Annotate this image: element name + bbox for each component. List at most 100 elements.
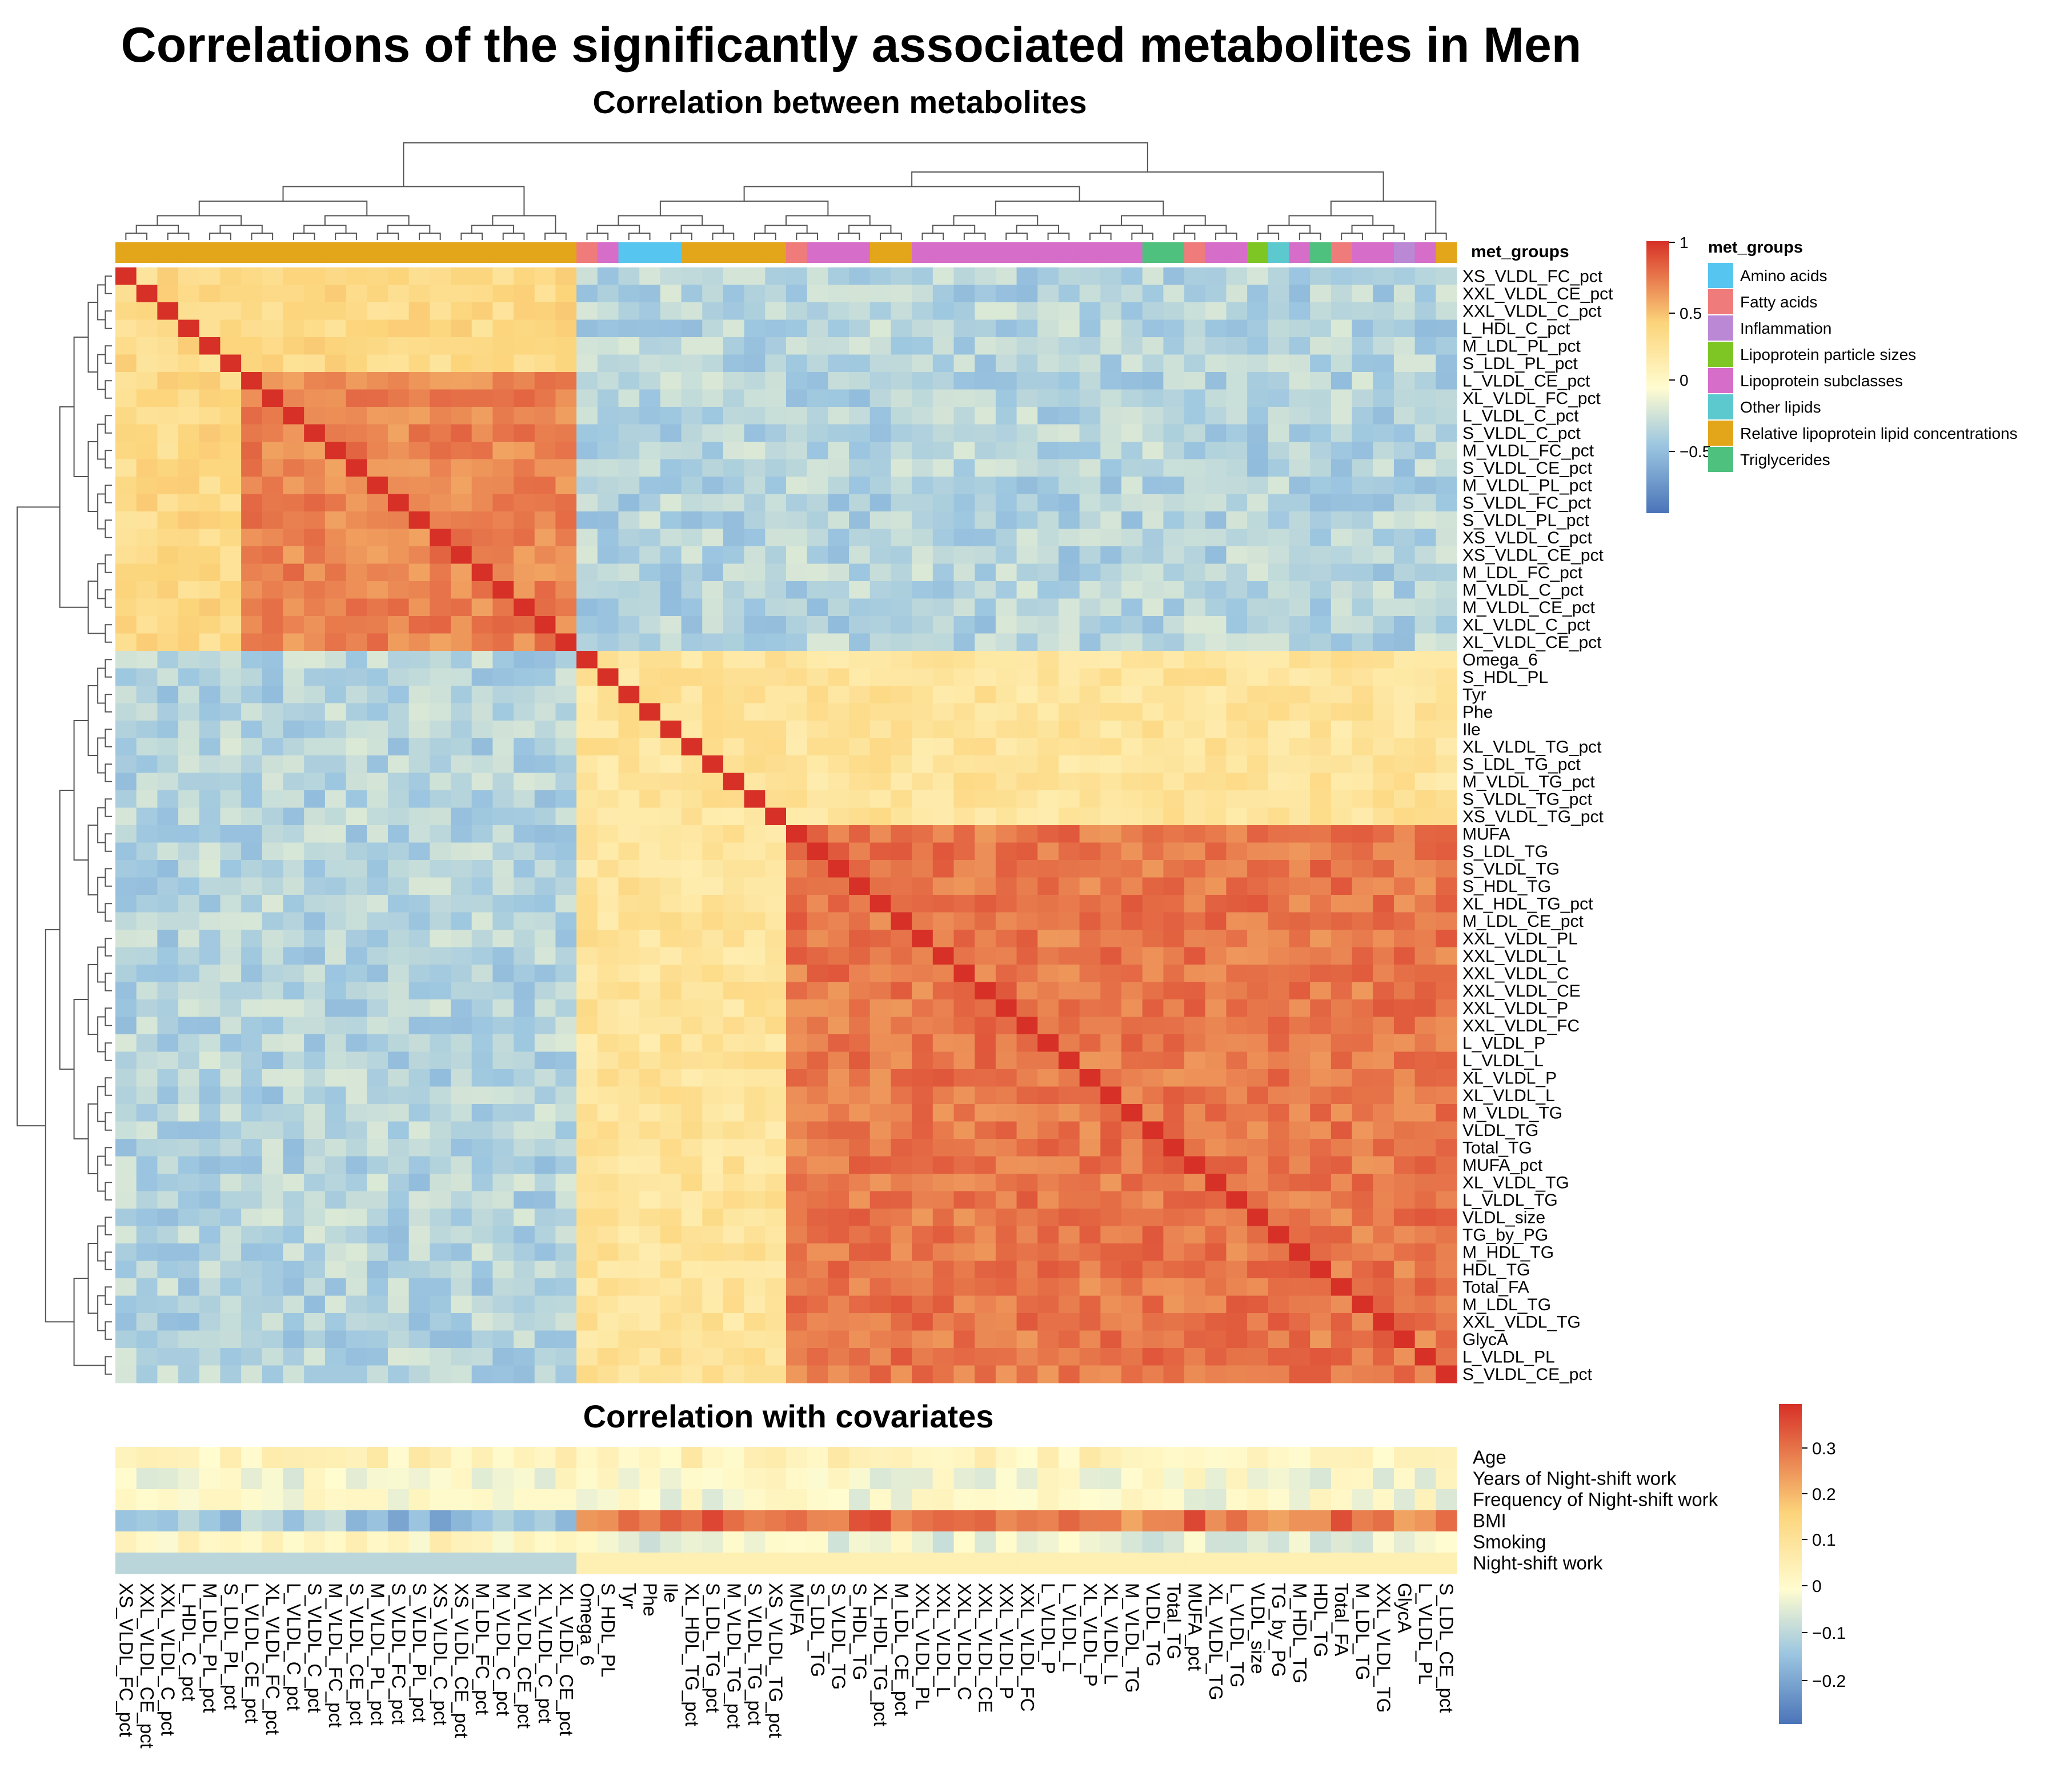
heatmap-cell	[618, 1243, 640, 1262]
heatmap-cell	[953, 1365, 975, 1383]
heatmap-cell	[828, 337, 849, 355]
heatmap-cell	[1058, 651, 1080, 669]
heatmap-cell	[1037, 877, 1059, 895]
covariate-cell	[387, 1468, 410, 1490]
heatmap-cell	[451, 372, 472, 390]
heatmap-cell	[1100, 895, 1122, 913]
heatmap-cell	[115, 1330, 137, 1349]
heatmap-cell	[618, 354, 640, 373]
heatmap-cell	[1310, 407, 1332, 425]
heatmap-cell	[995, 633, 1017, 651]
covariate-cell	[1436, 1531, 1457, 1553]
heatmap-cell	[681, 947, 703, 965]
heatmap-cell	[1163, 285, 1185, 303]
heatmap-cell	[744, 842, 766, 861]
heatmap-cell	[534, 982, 556, 1000]
heatmap-cell	[1226, 825, 1248, 843]
heatmap-cell	[953, 842, 975, 861]
heatmap-cell	[765, 372, 787, 390]
heatmap-cell	[346, 947, 367, 965]
heatmap-cell	[1352, 1139, 1373, 1157]
heatmap-cell	[1289, 563, 1310, 582]
heatmap-cell	[178, 494, 200, 512]
heatmap-cell	[492, 511, 514, 530]
heatmap-cell	[1184, 895, 1206, 913]
heatmap-cell	[220, 1104, 242, 1122]
heatmap-cell	[220, 285, 242, 303]
heatmap-cell	[869, 1051, 892, 1070]
heatmap-cell	[115, 1104, 137, 1122]
heatmap-cell	[324, 581, 347, 599]
heatmap-cell	[514, 668, 535, 686]
heatmap-cell	[555, 1017, 577, 1035]
heatmap-cell	[681, 1017, 703, 1035]
covariate-cell	[304, 1553, 326, 1574]
heatmap-cell	[514, 1139, 535, 1157]
heatmap-cell	[1268, 267, 1290, 286]
heatmap-cell	[492, 686, 514, 704]
heatmap-cell	[324, 372, 347, 390]
heatmap-cell	[346, 1330, 367, 1349]
heatmap-cell	[324, 1365, 347, 1383]
heatmap-cell	[912, 877, 933, 895]
heatmap-cell	[765, 930, 787, 948]
heatmap-cell	[346, 912, 367, 930]
heatmap-cell	[115, 1051, 137, 1070]
heatmap-cell	[869, 372, 892, 390]
heatmap-cell	[115, 1348, 137, 1366]
heatmap-cell	[136, 1191, 158, 1209]
heatmap-cell	[451, 389, 472, 407]
heatmap-cell	[346, 738, 367, 756]
heatmap-cell	[1100, 1209, 1122, 1227]
heatmap-cell	[1037, 912, 1059, 930]
covariate-cell	[1121, 1447, 1143, 1469]
heatmap-cell	[828, 442, 849, 460]
heatmap-cell	[492, 1348, 514, 1366]
heatmap-cell	[1037, 686, 1059, 704]
heatmap-cell	[1142, 877, 1164, 895]
heatmap-cell	[828, 1034, 849, 1053]
heatmap-cell	[807, 372, 828, 390]
heatmap-cell	[744, 267, 766, 286]
heatmap-cell	[471, 581, 493, 599]
cb2-tick-m01: −0.1	[1812, 1624, 1846, 1643]
heatmap-cell	[1310, 999, 1332, 1018]
heatmap-cell	[576, 825, 598, 843]
heatmap-cell	[1163, 477, 1185, 495]
heatmap-cell	[1414, 686, 1436, 704]
heatmap-cell	[430, 738, 451, 756]
heatmap-cell	[283, 424, 304, 442]
heatmap-cell	[702, 529, 724, 547]
heatmap-cell	[1058, 1017, 1080, 1035]
heatmap-cell	[1373, 1295, 1394, 1314]
covariate-cell	[953, 1447, 975, 1469]
heatmap-cell	[241, 1226, 263, 1244]
heatmap-cell	[1163, 1313, 1185, 1331]
heatmap-cell	[681, 807, 703, 826]
heatmap-cell	[451, 721, 472, 739]
heatmap-cell	[1016, 372, 1038, 390]
heatmap-cell	[324, 825, 347, 843]
heatmap-cell	[304, 581, 326, 599]
covariate-cell	[1058, 1531, 1080, 1553]
heatmap-cell	[681, 912, 703, 930]
heatmap-cell	[534, 1051, 556, 1070]
heatmap-cell	[346, 267, 367, 286]
covariate-cell	[324, 1447, 347, 1469]
heatmap-cell	[1414, 424, 1436, 442]
heatmap-cell	[136, 686, 158, 704]
heatmap-cell	[1414, 633, 1436, 651]
heatmap-cell	[1016, 982, 1038, 1000]
covariate-cell	[471, 1447, 493, 1469]
heatmap-cell	[115, 930, 137, 948]
heatmap-cell	[1226, 581, 1248, 599]
heatmap-cell	[1247, 668, 1269, 686]
covariate-cell	[995, 1447, 1017, 1469]
heatmap-cell	[555, 389, 577, 407]
heatmap-cell	[891, 895, 912, 913]
heatmap-cell	[932, 372, 955, 390]
heatmap-cell	[492, 755, 514, 774]
covariate-cell	[1205, 1531, 1227, 1553]
heatmap-cell	[953, 860, 975, 878]
heatmap-cell	[367, 1156, 388, 1174]
